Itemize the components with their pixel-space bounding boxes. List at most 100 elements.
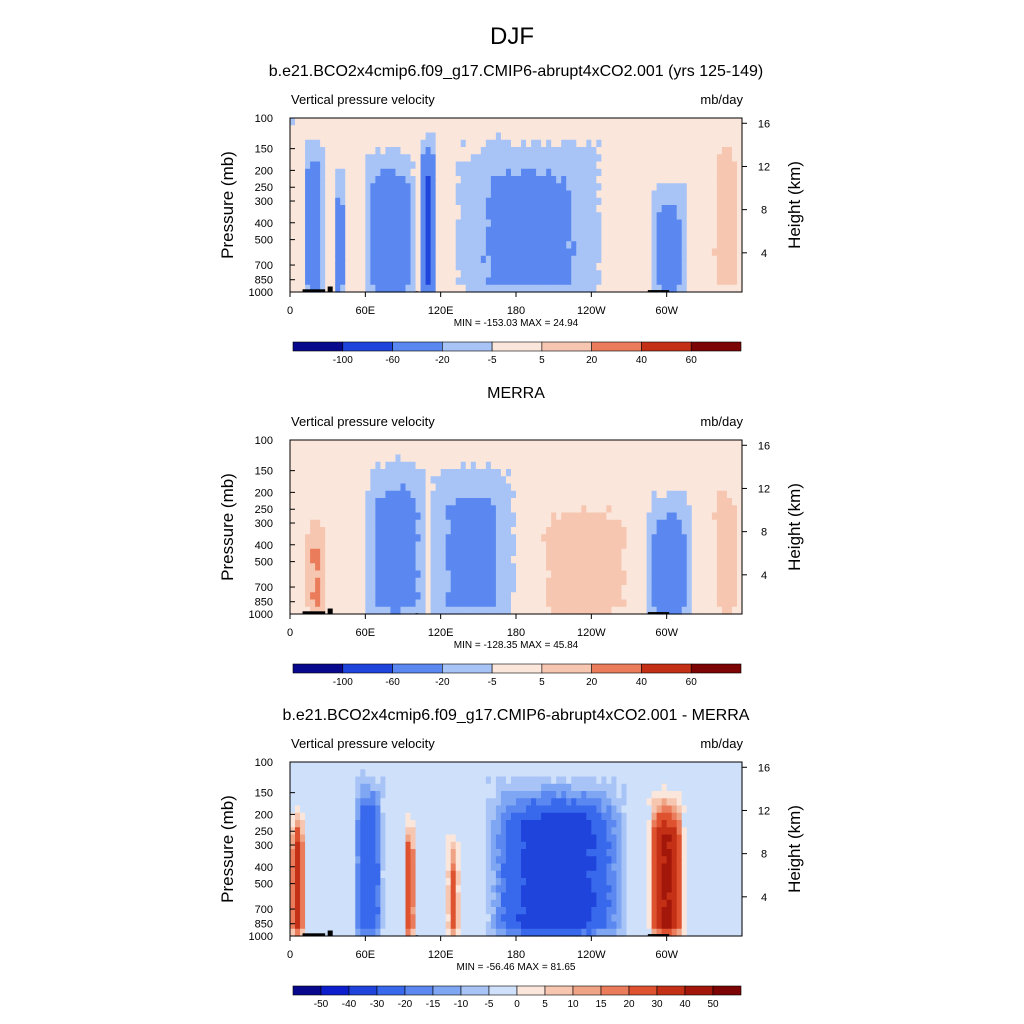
field-cell [500, 585, 507, 593]
field-cell [636, 248, 643, 257]
field-cell [566, 527, 572, 535]
field-cell [375, 132, 381, 141]
field-cell [601, 592, 607, 601]
field-cell [646, 592, 653, 601]
field-cell [601, 190, 607, 199]
field-cell [556, 118, 562, 126]
field-cell [701, 270, 708, 279]
field-cell [676, 563, 683, 572]
field-cell [330, 277, 336, 286]
field-cell [400, 234, 407, 242]
field-cell [425, 527, 432, 535]
field-cell [390, 447, 397, 456]
field-cell [360, 556, 366, 564]
field-cell [566, 147, 572, 155]
field-cell [450, 248, 457, 257]
field-cell [310, 592, 316, 601]
field-cell [576, 176, 582, 184]
field-cell [350, 255, 356, 264]
field-cell [475, 118, 482, 126]
field-cell [661, 556, 668, 564]
field-cell [360, 212, 366, 221]
field-cell [350, 914, 356, 923]
field-cell [636, 592, 643, 601]
field-cell [601, 512, 607, 521]
field-cell [335, 841, 341, 850]
field-cell [315, 599, 321, 608]
field-cell [736, 570, 743, 579]
field-cell [516, 519, 522, 528]
field-cell [581, 168, 587, 177]
field-cell [656, 519, 663, 528]
field-cell [450, 176, 457, 184]
field-cell [345, 277, 351, 286]
field-cell [696, 125, 703, 134]
field-cell [606, 606, 613, 615]
field-cell [295, 447, 301, 456]
field-cell [475, 147, 482, 155]
field-cell [505, 505, 512, 514]
field-cell [616, 469, 623, 477]
field-cell [375, 483, 381, 492]
field-cell [606, 490, 613, 499]
field-cell [546, 585, 552, 593]
field-cell [586, 483, 592, 492]
field-cell [505, 519, 512, 528]
field-cell [586, 219, 592, 228]
field-cell [410, 176, 417, 184]
field-cell [731, 154, 738, 163]
field-cell [596, 205, 602, 213]
field-cell [701, 440, 708, 448]
field-cell [676, 226, 683, 235]
field-cell [365, 168, 371, 177]
field-cell [290, 139, 296, 148]
field-cell [641, 248, 648, 257]
field-cell [686, 476, 693, 485]
field-cell [661, 197, 668, 206]
field-cell [375, 798, 381, 807]
field-cell [516, 498, 522, 506]
field-cell [355, 534, 361, 543]
field-cell [526, 505, 532, 514]
field-cell [656, 154, 663, 163]
field-cell [365, 176, 371, 184]
field-cell [315, 606, 321, 615]
field-cell [641, 570, 648, 579]
field-cell [305, 791, 311, 799]
field-cell [355, 599, 361, 608]
y-axis-title: Pressure (mb) [218, 473, 237, 581]
field-cell [566, 556, 572, 564]
y-tick-label: 1000 [249, 287, 273, 299]
field-cell [290, 284, 296, 293]
field-cell [696, 241, 703, 250]
field-cell [551, 161, 557, 170]
field-cell [325, 234, 331, 242]
field-cell [455, 139, 462, 148]
field-cell [295, 783, 301, 792]
field-cell [731, 205, 738, 213]
field-cell [521, 483, 527, 492]
field-cell [536, 176, 542, 184]
field-cell [531, 469, 537, 477]
field-cell [616, 606, 623, 615]
field-cell [661, 461, 668, 470]
field-cell [676, 577, 683, 586]
field-cell [450, 284, 457, 293]
field-cell [390, 534, 397, 543]
field-cell [365, 556, 371, 564]
field-cell [711, 118, 718, 126]
field-cell [475, 534, 482, 543]
field-cell [430, 563, 437, 572]
field-cell [355, 914, 361, 923]
field-cell [375, 820, 381, 828]
field-cell [546, 469, 552, 477]
field-cell [315, 805, 321, 814]
field-cell [646, 241, 653, 250]
field-cell [500, 154, 507, 163]
field-cell [470, 454, 477, 463]
field-cell [365, 234, 371, 242]
field-cell [375, 914, 381, 923]
field-cell [671, 570, 678, 579]
field-cell [465, 277, 472, 286]
field-cell [435, 577, 442, 586]
